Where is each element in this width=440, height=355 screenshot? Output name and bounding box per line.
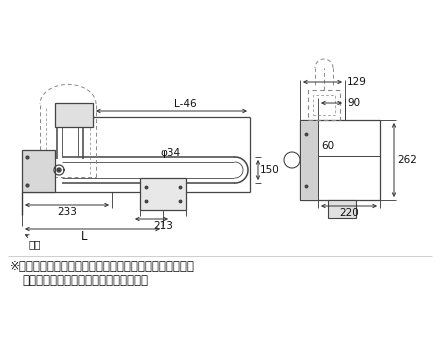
Text: きを変えて、逆勝手でも使用できます。: きを変えて、逆勝手でも使用できます。 [22, 274, 148, 287]
Circle shape [284, 152, 300, 168]
Text: L: L [81, 230, 88, 243]
Text: 60: 60 [321, 141, 334, 151]
Text: 220: 220 [339, 208, 359, 218]
Text: 90: 90 [347, 98, 360, 108]
Bar [328, 200, 356, 218]
Text: 262: 262 [397, 155, 417, 165]
Bar [313, 95, 335, 115]
Text: ※図面は便器に向かって右側に設置した場合。紙巻器の向: ※図面は便器に向かって右側に設置した場合。紙巻器の向 [10, 260, 195, 273]
Text: φ34: φ34 [160, 148, 180, 158]
Bar [22, 150, 55, 192]
Circle shape [57, 168, 61, 172]
Bar [300, 120, 380, 200]
Text: 213: 213 [153, 221, 173, 231]
Text: L-46: L-46 [174, 99, 196, 109]
Text: 壁面: 壁面 [29, 239, 41, 249]
Bar [140, 178, 186, 210]
Bar [55, 103, 93, 127]
Bar [308, 90, 340, 120]
Text: 150: 150 [260, 165, 280, 175]
Bar [300, 120, 318, 200]
Text: 129: 129 [347, 77, 367, 87]
Text: 233: 233 [57, 207, 77, 217]
